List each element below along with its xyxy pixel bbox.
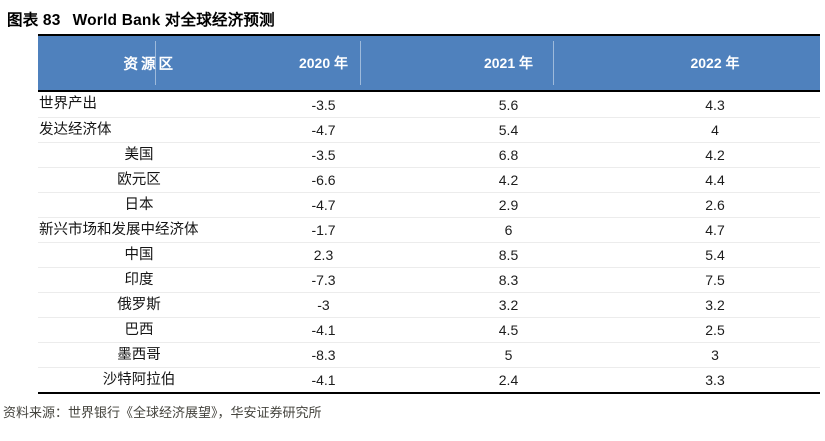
value-2021: 4.2	[498, 172, 519, 188]
value-2020: -4.1	[311, 322, 336, 338]
value-2020: -4.7	[311, 122, 336, 138]
value-2020: -6.6	[311, 172, 336, 188]
value-2022: 4.3	[705, 96, 725, 113]
table-row: 发达经济体 -4.7 5.4 4	[38, 117, 820, 142]
header-year-2021: 2021 年	[483, 55, 534, 71]
row-label: 墨西哥	[117, 346, 161, 363]
header-region: 资源区	[123, 56, 176, 73]
value-2022: 2.5	[705, 322, 725, 338]
header-column-separator	[155, 41, 156, 85]
value-2021: 2.4	[498, 372, 519, 388]
value-2020: -4.1	[311, 372, 336, 388]
value-2021: 5.6	[498, 96, 519, 113]
source-note: 资料来源：世界银行《全球经济展望》，华安证券研究所	[3, 405, 322, 420]
figure-title: 图表 83 World Bank 对全球经济预测	[7, 8, 275, 30]
row-label: 美国	[124, 146, 154, 163]
value-2020: 2.3	[313, 247, 334, 263]
value-2022: 3.3	[705, 372, 725, 388]
value-2021: 8.5	[498, 247, 519, 263]
value-2022: 4.2	[705, 147, 725, 163]
figure-tag: 图表 83	[7, 12, 61, 29]
table-row: 欧元区 -6.6 4.2 4.4	[38, 167, 820, 192]
value-2020: -3	[317, 297, 330, 313]
header-column-separator	[553, 41, 554, 85]
table-row: 沙特阿拉伯 -4.1 2.4 3.3	[38, 367, 820, 392]
value-2020: -3.5	[311, 147, 336, 163]
value-2021: 5	[504, 347, 513, 363]
row-label: 欧元区	[117, 171, 161, 188]
value-2020: -8.3	[311, 347, 336, 363]
value-2020: -7.3	[311, 272, 336, 288]
row-label: 俄罗斯	[117, 296, 161, 313]
table-row: 俄罗斯 -3 3.2 3.2	[38, 292, 820, 317]
value-2020: -1.7	[311, 222, 336, 238]
value-2022: 4.4	[705, 172, 725, 188]
table-row: 印度 -7.3 8.3 7.5	[38, 267, 820, 292]
table-row: 新兴市场和发展中经济体 -1.7 6 4.7	[38, 217, 820, 242]
value-2022: 4	[711, 122, 719, 138]
table-header-row: 资源区 2020 年 2021 年 2022 年	[38, 34, 820, 92]
value-2021: 6.8	[498, 147, 519, 163]
table-row: 中国 2.3 8.5 5.4	[38, 242, 820, 267]
row-label: 中国	[124, 246, 154, 263]
figure-title-text: World Bank 对全球经济预测	[72, 12, 275, 29]
value-2022: 2.6	[705, 197, 725, 213]
row-label: 巴西	[124, 321, 154, 338]
value-2022: 3.2	[705, 297, 725, 313]
table-row: 墨西哥 -8.3 5 3	[38, 342, 820, 367]
header-column-separator	[360, 41, 361, 85]
table-row: 美国 -3.5 6.8 4.2	[38, 142, 820, 167]
value-2021: 5.4	[498, 122, 519, 138]
value-2022: 4.7	[705, 222, 725, 238]
row-label: 沙特阿拉伯	[102, 371, 176, 388]
value-2021: 2.9	[498, 197, 519, 213]
table-body: 世界产出 -3.5 5.6 4.3 发达经济体 -4.7 5.4 4 美国 -3…	[38, 92, 820, 394]
row-label: 日本	[124, 196, 154, 213]
value-2022: 3	[711, 347, 719, 363]
value-2022: 7.5	[705, 272, 725, 288]
table-row: 巴西 -4.1 4.5 2.5	[38, 317, 820, 342]
value-2021: 6	[504, 222, 513, 238]
value-2021: 8.3	[498, 272, 519, 288]
table-row: 世界产出 -3.5 5.6 4.3	[38, 92, 820, 117]
header-year-2020: 2020 年	[298, 55, 349, 71]
row-label: 印度	[124, 271, 154, 288]
value-2021: 4.5	[498, 322, 519, 338]
value-2021: 3.2	[498, 297, 519, 313]
row-label: 发达经济体	[39, 121, 112, 138]
value-2020: -3.5	[311, 96, 336, 113]
forecast-table: 资源区 2020 年 2021 年 2022 年 世界产出 -3.5 5.6 4…	[38, 34, 820, 394]
table-row: 日本 -4.7 2.9 2.6	[38, 192, 820, 217]
value-2020: -4.7	[311, 197, 336, 213]
row-label: 世界产出	[39, 96, 97, 113]
row-label: 新兴市场和发展中经济体	[39, 221, 199, 238]
value-2022: 5.4	[705, 247, 725, 263]
header-year-2022: 2022 年	[690, 55, 740, 71]
